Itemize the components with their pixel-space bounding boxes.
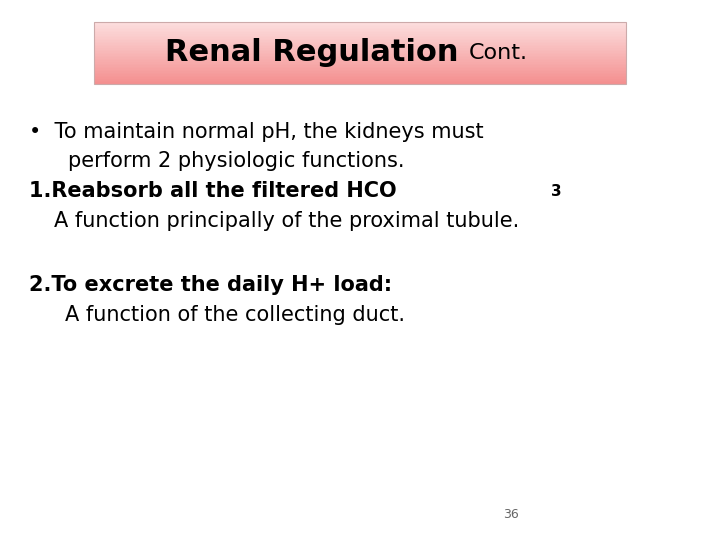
Bar xyxy=(94,78,626,79)
Bar xyxy=(94,40,626,42)
Bar xyxy=(94,34,626,36)
Text: A function of the collecting duct.: A function of the collecting duct. xyxy=(65,305,405,325)
Text: 2.To excrete the daily H+ load:: 2.To excrete the daily H+ load: xyxy=(29,275,392,295)
Bar xyxy=(94,23,626,25)
Bar xyxy=(94,29,626,31)
Bar xyxy=(94,56,626,57)
Bar xyxy=(94,32,626,34)
Bar xyxy=(94,76,626,78)
Bar xyxy=(94,37,626,39)
Text: perform 2 physiologic functions.: perform 2 physiologic functions. xyxy=(68,151,405,171)
Bar xyxy=(94,36,626,37)
Bar xyxy=(94,80,626,82)
Bar xyxy=(94,25,626,26)
Bar xyxy=(94,75,626,76)
Bar xyxy=(94,43,626,45)
Bar xyxy=(94,79,626,80)
Text: 1.Reabsorb all the filtered HCO: 1.Reabsorb all the filtered HCO xyxy=(29,181,397,201)
Bar xyxy=(94,62,626,64)
Bar xyxy=(94,45,626,46)
Bar xyxy=(94,28,626,29)
Bar xyxy=(94,60,626,62)
Bar xyxy=(94,31,626,32)
Text: Cont.: Cont. xyxy=(469,43,528,63)
Bar xyxy=(94,64,626,65)
Bar xyxy=(94,71,626,73)
Bar xyxy=(94,65,626,66)
Bar xyxy=(94,59,626,60)
Bar xyxy=(94,39,626,40)
Bar xyxy=(94,46,626,48)
Bar xyxy=(94,66,626,68)
Bar xyxy=(94,26,626,28)
Bar xyxy=(94,68,626,70)
Bar xyxy=(94,50,626,51)
Text: A function principally of the proximal tubule.: A function principally of the proximal t… xyxy=(54,211,519,231)
Bar xyxy=(94,57,626,59)
Bar xyxy=(94,48,626,50)
Text: 36: 36 xyxy=(503,508,519,521)
Text: •  To maintain normal pH, the kidneys must: • To maintain normal pH, the kidneys mus… xyxy=(29,122,483,141)
Bar xyxy=(94,82,626,84)
Bar xyxy=(94,73,626,75)
Bar xyxy=(94,42,626,43)
Text: 3: 3 xyxy=(551,184,562,199)
Text: Renal Regulation: Renal Regulation xyxy=(166,38,459,67)
Bar xyxy=(94,53,626,54)
Bar xyxy=(94,54,626,56)
Bar xyxy=(94,70,626,71)
Bar xyxy=(94,51,626,53)
Bar xyxy=(94,22,626,23)
